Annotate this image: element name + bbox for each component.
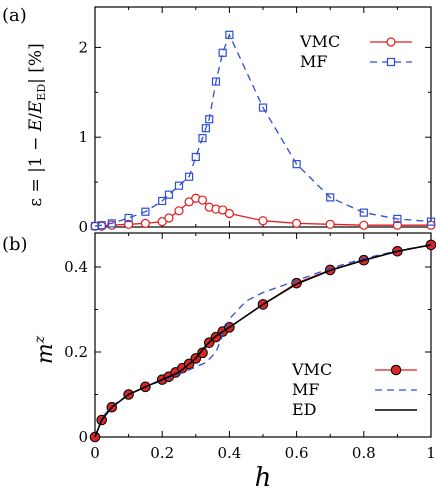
panel-b-ytick-label: 0.4 [64,258,88,276]
panel-a-series-mf-point [184,172,194,181]
panel-a-series-vmc-point [197,195,208,205]
panel-a-legend-marker [386,57,396,67]
panel-a-series-vmc-point [164,213,174,223]
panel-b-series-mf-line [94,244,432,438]
panel-a-series-vmc-point [224,208,234,219]
panel-b-ytick-label: 0.2 [64,343,88,361]
panel-a-series-mf-point [107,219,116,228]
panel-a-series-vmc-point [258,216,268,226]
panel-b-xtick-label: 1 [426,444,436,462]
panel-b-legend-label: ED [292,400,317,419]
panel-a-series-vmc-point [359,220,369,230]
panel-a-series-mf-point [359,208,368,217]
panel-b-label: (b) [2,234,28,255]
panel-a-series-mf-point [164,190,174,199]
panel-a-legend-marker [386,37,396,47]
panel-b-ytick-label: 0 [78,428,88,446]
panel-b-ylabel: mz [32,335,58,364]
panel-a-series-mf-point [191,152,200,162]
panel-a-series-mf-point [158,196,167,206]
panel-a-series-vmc-point [140,218,150,229]
panel-a-series-mf-point [258,103,268,112]
panel-a-series-mf-point [225,30,234,39]
panel-a-series-vmc-point [174,206,184,216]
panel-a-series-mf-point [426,217,436,226]
panel-a-ytick-label: 1 [78,128,88,146]
panel-a-series-mf-point [326,193,335,202]
panel-b-xtick-label: 0.8 [352,444,376,462]
panel-b-xtick-label: 0.2 [150,444,174,462]
panel-b-legend-label: VMC [291,360,332,379]
panel-a-series-mf-point [141,207,150,216]
panel-a-series-mf-point [174,181,184,190]
panel-a-legend-label: VMC [299,32,340,51]
panel-b-xlabel: h [255,463,272,492]
panel-a-frame [94,6,432,228]
panel-a-label: (a) [2,5,27,26]
panel-a-series-vmc-point [124,219,134,229]
panel-a-ylabel: ε = |1 − E/EED| [%] [26,43,48,206]
panel-a-ytick-label: 2 [78,38,88,56]
panel-a-series-mf-point [211,77,221,86]
panel-a-ytick-label: 0 [78,218,88,236]
panel-a-series-mf-point [97,221,106,230]
panel-a-series-mf-point [124,213,133,223]
panel-a-series-mf-point [393,214,402,224]
panel-b-series-vmc-line [94,244,432,438]
panel-b-xtick-label: 0 [90,444,100,462]
panel-a-series-vmc-point [292,218,302,229]
panel-a-series-mf-point [205,115,214,124]
panel-b-legend-label: MF [292,380,319,399]
panel-a-series-mf-point [201,124,210,133]
panel-b-series-vmc-point [197,347,208,359]
panel-a-legend-label: MF [300,52,327,71]
panel-a-series-mf-line [94,33,432,227]
panel-a-series-mf-point [198,134,207,143]
panel-a-series-mf-point [218,48,227,57]
panel-a-series-vmc-point [325,219,335,229]
panel-b-frame [94,232,432,438]
panel-b-legend-marker [390,364,402,376]
panel-a-series-vmc-point [107,220,117,230]
panel-b-series-ed-line [94,244,432,438]
panel-b-xtick-label: 0.4 [217,444,241,462]
panel-a-series-vmc-point [392,220,402,230]
panel-b-xtick-label: 0.6 [285,444,309,462]
panel-a-series-mf-point [292,160,301,169]
